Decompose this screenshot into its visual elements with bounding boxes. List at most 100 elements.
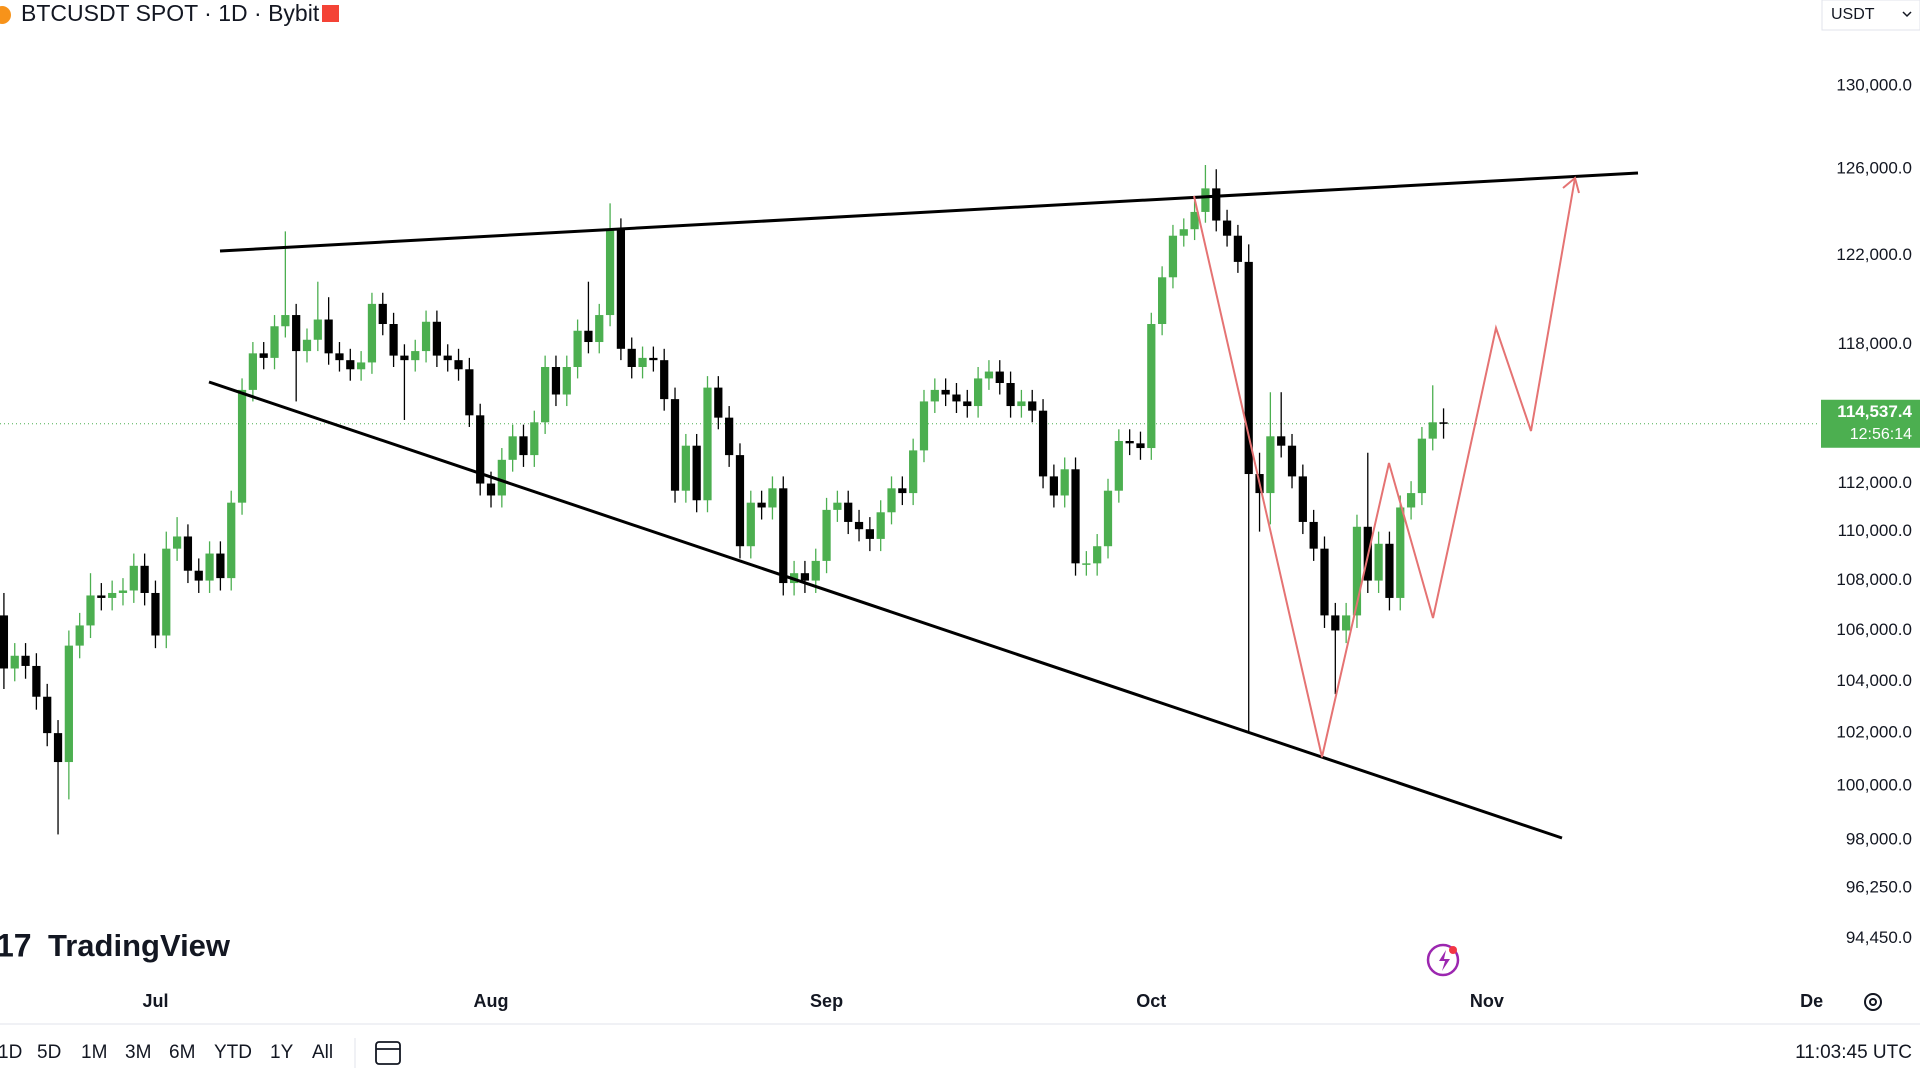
candle-body: [454, 360, 463, 370]
y-tick-label: 126,000.0: [1836, 159, 1912, 178]
candle-body: [1017, 401, 1026, 407]
candle-body: [865, 529, 874, 539]
candle-body: [1352, 526, 1362, 616]
lightning-bolt: [1439, 950, 1450, 971]
candle-body: [844, 502, 853, 522]
currency-box[interactable]: [1821, 0, 1920, 31]
clock[interactable]: 11:03:45 UTC: [1795, 1042, 1912, 1063]
candle-body: [162, 548, 171, 636]
candle-body: [443, 355, 452, 361]
candle-body: [595, 315, 604, 343]
candle-body: [367, 303, 377, 363]
symbol-title[interactable]: BTCUSDT SPOT · 1D · Bybit: [21, 0, 320, 26]
candle-body: [357, 362, 366, 370]
date-range-icon[interactable]: [375, 1041, 401, 1065]
candle-body: [1103, 490, 1113, 547]
candle-body: [941, 389, 950, 395]
plot-area: [0, 165, 1818, 835]
candle-body: [616, 229, 626, 349]
candle-body: [64, 645, 73, 763]
x-tick-label: Aug: [474, 991, 509, 1011]
notification-dot: [1449, 946, 1457, 954]
candle-body: [930, 389, 939, 402]
drawings: [208, 171, 1639, 840]
y-tick-label: 112,000.0: [1838, 473, 1912, 492]
candle-body: [508, 436, 517, 460]
range-button[interactable]: 5D: [37, 1042, 61, 1063]
candle-body: [118, 590, 128, 593]
candle-body: [400, 355, 409, 361]
candle-body: [1439, 422, 1448, 424]
currency-label[interactable]: USDT: [1831, 6, 1875, 23]
candle-body: [216, 553, 225, 579]
candle-body: [53, 733, 63, 763]
candle-body: [194, 570, 203, 581]
range-button[interactable]: 6M: [169, 1042, 195, 1063]
candle-body: [378, 303, 387, 325]
candle-body: [75, 625, 84, 646]
candle-body: [973, 378, 983, 407]
support-trendline: [208, 380, 1563, 840]
candle-body: [952, 394, 961, 402]
candle-body: [172, 536, 182, 549]
candle-body: [313, 319, 322, 340]
y-tick-label: 122,000.0: [1836, 245, 1912, 264]
countdown-label: 12:56:14: [1850, 426, 1912, 443]
candle-body: [1212, 188, 1221, 221]
candle-body: [605, 229, 615, 316]
candle-body: [1266, 436, 1275, 494]
candle-body: [1277, 436, 1286, 446]
candle-body: [757, 502, 766, 508]
candle-body: [1136, 443, 1145, 449]
candle-body: [432, 321, 442, 356]
candle-body: [876, 512, 885, 539]
range-button[interactable]: 3M: [125, 1042, 151, 1063]
y-tick-label: 108,000.0: [1836, 570, 1912, 589]
candle-body: [497, 459, 506, 496]
candle-body: [909, 450, 918, 494]
candle-body: [1179, 229, 1188, 236]
range-button[interactable]: 1M: [81, 1042, 107, 1063]
candle-body: [995, 371, 1004, 384]
candle-body: [584, 330, 593, 343]
range-button[interactable]: YTD: [214, 1042, 252, 1063]
candle-body: [725, 417, 734, 456]
candle-body: [681, 445, 690, 491]
range-button[interactable]: 1D: [0, 1042, 22, 1063]
candle-body: [151, 592, 160, 636]
candle-body: [735, 455, 745, 547]
candle-body: [1158, 277, 1167, 325]
range-button[interactable]: All: [312, 1042, 333, 1063]
projection-path: [1193, 177, 1576, 758]
candle-body: [800, 573, 810, 581]
y-tick-label: 118,000.0: [1838, 334, 1912, 353]
brand-name: TradingView: [48, 928, 231, 963]
candle-body: [1428, 422, 1437, 439]
lightning-icon[interactable]: [1426, 943, 1460, 977]
candle-body: [692, 445, 701, 501]
candle-body: [768, 488, 777, 508]
candle-body: [129, 565, 138, 591]
candle-body: [811, 560, 820, 581]
candle-body: [1071, 469, 1080, 564]
candle-body: [183, 536, 193, 571]
y-tick-label: 130,000.0: [1836, 75, 1912, 94]
y-tick-label: 94,450.0: [1846, 928, 1912, 947]
y-tick-label: 110,000.0: [1838, 521, 1912, 540]
candle-body: [43, 696, 52, 734]
candle-body: [519, 436, 528, 456]
candle-body: [1417, 438, 1427, 494]
candle-body: [887, 488, 896, 513]
settings-icon[interactable]: [1864, 993, 1882, 1011]
range-button[interactable]: 1Y: [270, 1042, 294, 1063]
candle-body: [833, 502, 842, 510]
candle-body: [1385, 543, 1394, 598]
candle-body: [237, 389, 247, 503]
flag-icon[interactable]: [322, 5, 339, 22]
candle-body: [703, 387, 712, 501]
candle-body: [1342, 615, 1351, 631]
candle-body: [270, 326, 279, 358]
y-tick-label: 104,000.0: [1836, 671, 1912, 690]
candle-body: [660, 360, 669, 400]
